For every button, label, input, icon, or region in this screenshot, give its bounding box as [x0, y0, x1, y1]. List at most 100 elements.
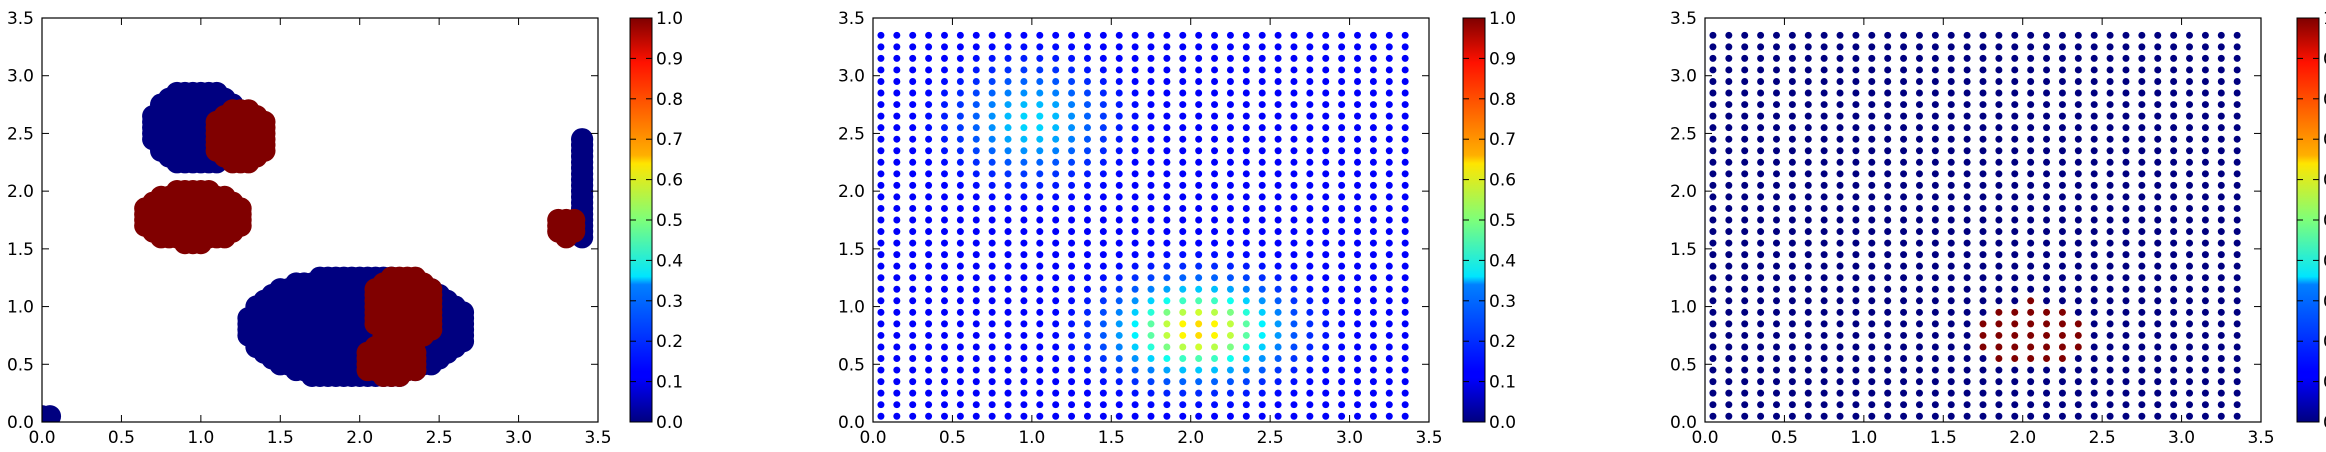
data-point-3-487	[1931, 285, 1939, 293]
data-point-2-439	[1068, 54, 1076, 62]
data-point-2-692	[1195, 274, 1203, 282]
data-point-3-1057	[2201, 378, 2209, 386]
data-point-3-534	[1947, 135, 1955, 143]
data-point-3-545	[1963, 401, 1971, 409]
data-point-2-615	[1163, 378, 1171, 386]
data-point-2-455	[1083, 262, 1091, 270]
data-point-3-984	[2154, 43, 2162, 51]
data-point-3-1054	[2201, 412, 2209, 420]
data-point-3-957	[2154, 355, 2162, 363]
data-point-3-1140	[2233, 204, 2241, 212]
data-point-2-580	[1147, 389, 1155, 397]
data-point-2-1006	[1338, 181, 1346, 189]
data-point-2-203	[956, 31, 964, 39]
data-point-2-43	[893, 308, 901, 316]
data-point-3-153	[1773, 216, 1780, 224]
data-point-2-1040	[1354, 181, 1361, 189]
data-point-3-488	[1931, 274, 1939, 282]
data-point-3-818	[2090, 389, 2098, 397]
data-point-2-350	[1036, 297, 1044, 305]
data-point-3-1009	[2170, 147, 2178, 155]
data-point-2-554	[1131, 297, 1139, 305]
colorbar-tick-label: 0.8	[1489, 90, 1516, 110]
data-point-3-952	[2154, 412, 2162, 420]
data-point-2-412	[1068, 366, 1076, 374]
x-tick-label: 3.5	[584, 428, 611, 448]
data-point-3-211	[1804, 331, 1812, 339]
data-point-3-1018	[2170, 43, 2178, 51]
data-point-3-1145	[2233, 147, 2241, 155]
data-point-3-678	[2011, 43, 2019, 51]
data-point-3-312	[1852, 343, 1860, 351]
data-point-2-776	[1226, 89, 1234, 97]
data-point-2-754	[1226, 343, 1234, 351]
data-point-2-628	[1163, 228, 1171, 236]
data-point-3-591	[1979, 262, 1987, 270]
data-point-2-602	[1147, 135, 1155, 143]
data-point-3-467	[1915, 124, 1923, 132]
data-point-3-364	[1868, 135, 1876, 143]
data-point-3-626	[1995, 251, 2003, 259]
data-point-3-274	[1836, 389, 1844, 397]
data-point-2-448	[1083, 343, 1091, 351]
data-point-2-771	[1226, 147, 1234, 155]
data-point-2-677	[1179, 54, 1187, 62]
data-point-3-420	[1900, 274, 1908, 282]
data-point-2-506	[1099, 66, 1107, 74]
data-point-2-558	[1131, 251, 1139, 259]
data-point-3-563	[1963, 193, 1971, 201]
data-point-2-726	[1211, 274, 1219, 282]
data-point-2-734	[1211, 181, 1219, 189]
data-point-2-79	[909, 285, 917, 293]
data-point-3-440	[1900, 43, 1908, 51]
data-point-3-297	[1836, 124, 1844, 132]
data-point-3-372	[1868, 43, 1876, 51]
data-point-3-746	[2043, 43, 2051, 51]
data-point-3-32	[1709, 43, 1717, 51]
data-point-3-97	[1741, 78, 1749, 85]
data-point-2-268	[988, 66, 996, 74]
data-point-2-604	[1147, 112, 1155, 120]
data-point-2-928	[1306, 297, 1314, 305]
data-point-2-566	[1131, 158, 1139, 166]
data-point-3-661	[2011, 239, 2019, 247]
data-point-2-989	[1338, 378, 1346, 386]
data-point-2-762	[1226, 251, 1234, 259]
data-point-3-167	[1773, 54, 1780, 62]
data-point-3-988	[2170, 389, 2178, 397]
data-point-2-741	[1211, 101, 1219, 109]
data-point-2-270	[988, 43, 996, 51]
data-point-2-266	[988, 89, 996, 97]
data-point-3-472	[1915, 66, 1923, 74]
data-point-3-754	[2058, 343, 2066, 351]
data-point-2-329	[1020, 147, 1028, 155]
data-point-2-128	[925, 112, 933, 120]
data-point-2-1103	[1385, 239, 1393, 247]
data-point-3-1153	[2233, 54, 2241, 62]
data-point-3-947	[2138, 78, 2146, 85]
data-point-3-384	[1884, 297, 1892, 305]
data-point-3-251	[1820, 262, 1828, 270]
data-point-3-511	[1947, 401, 1955, 409]
data-point-2-982	[1322, 66, 1330, 74]
data-point-3-1029	[2186, 308, 2193, 316]
x-tick-label: 2.5	[1257, 428, 1284, 448]
data-point-2-466	[1083, 135, 1091, 143]
data-point-2-1126	[1401, 366, 1409, 374]
data-point-3-854	[2106, 366, 2114, 374]
data-point-3-156	[1773, 181, 1780, 189]
data-point-2-1018	[1338, 43, 1346, 51]
data-point-2-165	[941, 78, 948, 85]
data-point-2-993	[1338, 331, 1346, 339]
data-point-3-845	[2090, 78, 2098, 85]
data-point-3-760	[2058, 274, 2066, 282]
data-point-2-284	[1004, 274, 1012, 282]
data-point-3-1015	[2170, 78, 2178, 85]
data-point-3-776	[2058, 89, 2066, 97]
data-point-2-633	[1163, 170, 1171, 178]
data-point-1-839	[42, 405, 62, 422]
data-point-2-449	[1083, 331, 1091, 339]
data-point-2-169	[941, 31, 948, 39]
data-point-3-1031	[2186, 285, 2193, 293]
data-point-2-917	[1290, 31, 1298, 39]
